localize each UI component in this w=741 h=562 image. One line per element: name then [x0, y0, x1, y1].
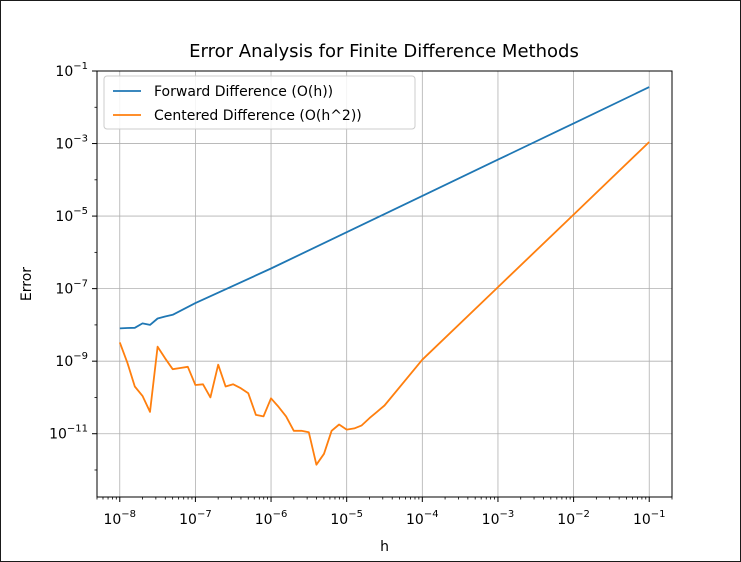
x-tick-label: 10−5	[330, 509, 363, 528]
x-axis-label: h	[380, 539, 389, 555]
y-tick-label: 10−1	[55, 61, 88, 80]
y-tick-label: 10−5	[55, 206, 88, 225]
x-tick-label: 10−2	[557, 509, 590, 528]
y-tick-label: 10−11	[49, 424, 88, 443]
series-line-centered-difference-o-h-2	[118, 141, 650, 466]
y-tick-label: 10−3	[55, 134, 88, 153]
legend-label: Forward Difference (O(h))	[154, 84, 333, 100]
series-layer	[118, 86, 650, 466]
legend-label: Centered Difference (O(h^2))	[154, 108, 362, 124]
chart-title: Error Analysis for Finite Difference Met…	[189, 41, 579, 62]
y-axis-label: Error	[19, 267, 35, 301]
legend: Forward Difference (O(h)) Centered Differ…	[103, 75, 416, 130]
y-tick-label: 10−9	[55, 351, 88, 370]
plot-area	[96, 70, 673, 498]
x-tick-label: 10−6	[255, 509, 288, 528]
x-tick-label: 10−1	[633, 509, 666, 528]
series-line-forward-difference-o-h	[119, 86, 650, 330]
x-tick-label: 10−8	[103, 509, 136, 528]
axis-ticks: 10−8 10−7 10−6 10−5 10−4 10−3 10−2 10−1 10−1 10−3…	[49, 61, 673, 528]
legend-box	[103, 75, 416, 130]
y-tick-label: 10−7	[55, 279, 88, 298]
x-tick-label: 10−4	[406, 509, 439, 528]
x-tick-label: 10−7	[179, 509, 212, 528]
x-tick-label: 10−3	[482, 509, 515, 528]
grid-lines	[97, 70, 672, 497]
